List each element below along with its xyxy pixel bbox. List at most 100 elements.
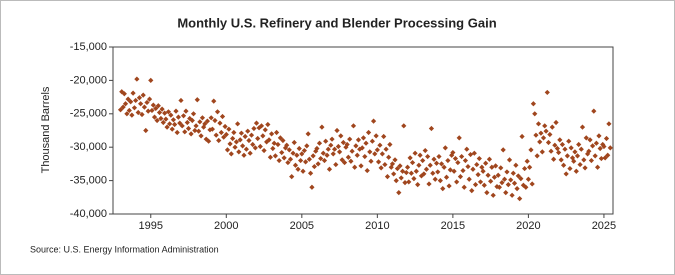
point: [409, 159, 416, 166]
plot-area: [112, 46, 614, 215]
point: [377, 142, 383, 148]
point: [353, 143, 359, 149]
point: [318, 155, 324, 162]
point: [554, 145, 561, 152]
point: [513, 162, 519, 168]
point: [522, 165, 528, 172]
point: [314, 145, 320, 152]
point: [466, 176, 472, 182]
point: [178, 97, 184, 104]
point: [265, 121, 271, 128]
point: [406, 179, 412, 185]
point: [524, 158, 530, 164]
x-tick-label: 2005: [290, 220, 314, 232]
point: [299, 151, 305, 157]
point: [534, 153, 540, 159]
point: [290, 150, 296, 156]
point: [347, 136, 353, 142]
point: [436, 153, 442, 160]
point: [428, 125, 435, 132]
point: [496, 184, 503, 190]
point: [296, 145, 302, 152]
point: [267, 154, 274, 160]
point: [295, 166, 301, 172]
point: [437, 178, 443, 184]
point: [401, 123, 407, 129]
point: [587, 137, 593, 143]
point: [359, 145, 365, 151]
point: [145, 108, 151, 114]
point: [311, 163, 317, 170]
point: [362, 153, 368, 160]
point: [207, 127, 213, 133]
point: [257, 143, 263, 150]
point: [122, 101, 129, 107]
point: [129, 112, 135, 118]
point: [581, 157, 587, 163]
point: [445, 157, 451, 164]
point: [135, 109, 141, 116]
point: [477, 179, 484, 185]
point: [316, 140, 323, 146]
point: [508, 177, 514, 183]
point: [528, 147, 534, 153]
point: [358, 163, 364, 169]
point: [540, 135, 547, 141]
point: [476, 155, 482, 162]
point: [527, 164, 533, 170]
point: [583, 135, 589, 141]
point: [175, 114, 182, 120]
point: [169, 126, 175, 132]
point: [475, 171, 481, 178]
point: [501, 176, 508, 182]
point: [493, 163, 499, 169]
point: [461, 184, 467, 190]
point: [465, 163, 471, 170]
point: [226, 126, 232, 132]
point: [446, 183, 452, 189]
point: [206, 138, 212, 144]
point: [579, 124, 586, 130]
point: [457, 173, 464, 180]
point: [547, 131, 553, 138]
point: [193, 123, 199, 129]
point: [255, 135, 261, 142]
point: [392, 157, 398, 163]
point: [286, 147, 292, 153]
point: [467, 151, 474, 158]
point: [258, 123, 265, 129]
point: [156, 109, 163, 116]
point: [603, 135, 610, 142]
point: [518, 175, 524, 182]
point: [294, 152, 300, 158]
point: [301, 147, 307, 154]
point: [495, 172, 501, 178]
point: [170, 117, 177, 123]
point: [535, 121, 542, 127]
point: [319, 124, 325, 130]
point: [291, 139, 297, 146]
point: [397, 163, 403, 169]
point: [277, 135, 283, 141]
point: [490, 192, 496, 198]
point: [360, 135, 367, 141]
point: [553, 119, 559, 126]
x-tick-label: 2010: [365, 220, 389, 232]
point: [304, 143, 310, 149]
point: [237, 137, 243, 143]
point: [456, 135, 462, 141]
point: [413, 168, 419, 174]
point: [250, 141, 256, 148]
point: [341, 159, 348, 166]
point: [221, 134, 227, 140]
point: [451, 168, 457, 174]
point: [381, 133, 387, 140]
point: [276, 157, 282, 164]
point: [238, 130, 244, 136]
point: [155, 103, 161, 109]
point: [562, 146, 568, 152]
point: [412, 150, 418, 156]
point: [567, 165, 573, 172]
point: [214, 109, 221, 115]
point: [251, 125, 257, 132]
